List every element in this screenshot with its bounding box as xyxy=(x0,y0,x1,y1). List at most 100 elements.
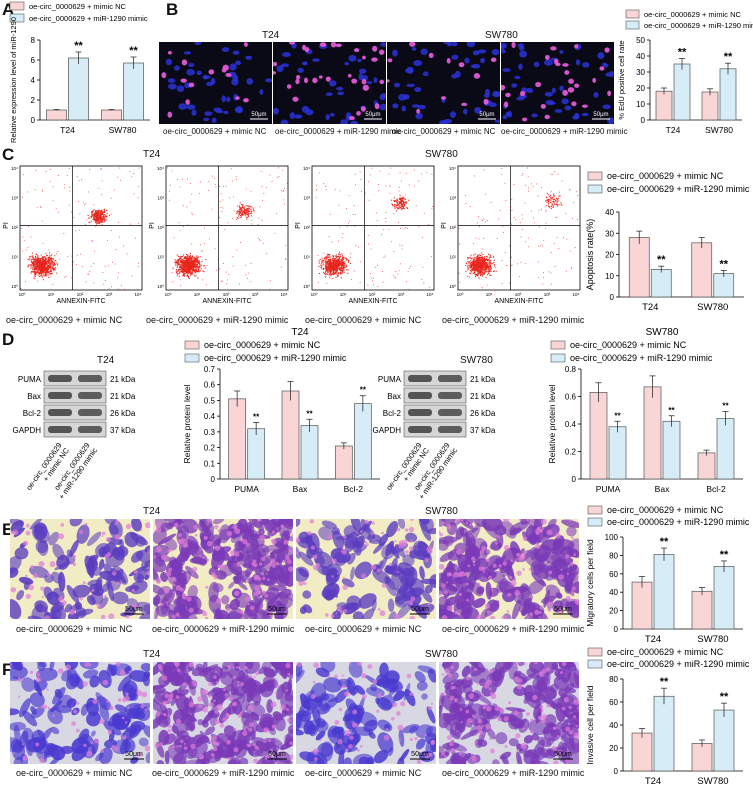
dot xyxy=(465,202,467,204)
dot xyxy=(470,266,472,268)
dot xyxy=(489,257,491,259)
nucleus-pink xyxy=(347,73,352,78)
dot xyxy=(37,261,39,264)
dot xyxy=(180,266,183,268)
cell-dot xyxy=(186,596,192,602)
dot xyxy=(459,243,460,245)
dot xyxy=(548,202,550,205)
dot xyxy=(101,221,103,223)
dot xyxy=(42,274,44,276)
y-tick-label: 0.2 xyxy=(565,448,577,457)
dot xyxy=(333,258,335,260)
dot xyxy=(373,277,374,279)
dot xyxy=(470,254,472,256)
dot xyxy=(189,262,192,264)
dot xyxy=(331,266,333,268)
legend-label-mimic: oe-circ_0000629 + miR-1290 mimic xyxy=(644,21,753,30)
dot xyxy=(489,256,491,258)
bar-mimic xyxy=(662,420,681,480)
dot xyxy=(566,238,568,240)
dot xyxy=(334,268,336,270)
dot xyxy=(199,270,201,272)
dot xyxy=(194,258,196,261)
dot xyxy=(185,260,187,262)
dot xyxy=(79,225,80,226)
dot xyxy=(214,248,216,250)
dot xyxy=(193,257,195,259)
dot xyxy=(474,270,476,272)
dot xyxy=(333,261,335,264)
dot xyxy=(45,262,47,264)
cell-blob xyxy=(228,581,235,589)
dot xyxy=(339,256,341,258)
cell-dot xyxy=(285,555,290,560)
dot xyxy=(553,202,555,204)
dot xyxy=(559,191,561,193)
dot xyxy=(197,257,199,259)
dot xyxy=(45,260,47,262)
dot xyxy=(39,261,42,263)
dot xyxy=(36,265,39,267)
dot xyxy=(332,256,335,258)
dot xyxy=(458,272,460,274)
chart-a: oe-circ_0000629 + mimic NCoe-circ_000062… xyxy=(9,1,150,143)
dot xyxy=(422,266,424,268)
dot xyxy=(249,212,251,215)
dot xyxy=(56,253,58,255)
dot xyxy=(189,272,191,274)
dot xyxy=(191,243,193,245)
dot xyxy=(182,260,184,262)
dot xyxy=(228,274,230,275)
dot xyxy=(204,227,205,229)
dot xyxy=(332,262,334,264)
dot xyxy=(50,267,52,269)
dot xyxy=(191,273,193,275)
dot xyxy=(324,272,327,274)
dot xyxy=(385,185,387,187)
significance-mark: ** xyxy=(614,411,621,420)
dot xyxy=(283,199,285,201)
dot xyxy=(63,183,65,185)
dot xyxy=(215,186,217,188)
dot xyxy=(573,202,574,203)
x-tick-label: 10⁰ xyxy=(165,292,172,297)
dot xyxy=(276,176,278,178)
dot xyxy=(195,258,197,260)
cell-blob xyxy=(343,525,357,538)
dot xyxy=(328,274,330,276)
cell-dot xyxy=(69,609,76,616)
dot xyxy=(431,173,433,175)
dot xyxy=(27,191,29,193)
dot xyxy=(476,270,478,272)
nucleus-blue xyxy=(380,93,386,98)
dot xyxy=(428,224,430,226)
dot xyxy=(41,262,44,264)
dot xyxy=(33,264,35,266)
dot xyxy=(337,273,339,275)
dot xyxy=(133,193,135,195)
dot xyxy=(100,215,102,218)
dot xyxy=(96,217,98,219)
dot xyxy=(182,264,184,266)
cell-blob xyxy=(160,572,169,582)
dot xyxy=(34,278,36,280)
y-tick-label: 10³ xyxy=(303,196,310,201)
dot xyxy=(36,263,38,265)
bar-mimic xyxy=(608,426,627,480)
y-tick-label: 10² xyxy=(303,225,310,230)
dot xyxy=(327,271,330,273)
dot xyxy=(402,198,404,200)
dot xyxy=(339,226,341,228)
dot xyxy=(44,267,46,269)
dot xyxy=(50,257,52,259)
dot xyxy=(232,256,234,258)
protein-label: PUMA xyxy=(18,375,42,384)
cell-dot xyxy=(172,577,177,582)
scale-bar-label: 50μm xyxy=(125,606,143,613)
dot xyxy=(473,260,475,262)
y-tick-label: 20 xyxy=(636,84,645,93)
dot xyxy=(184,266,186,268)
dot xyxy=(181,264,183,266)
dot xyxy=(194,262,196,264)
dot xyxy=(249,210,251,212)
